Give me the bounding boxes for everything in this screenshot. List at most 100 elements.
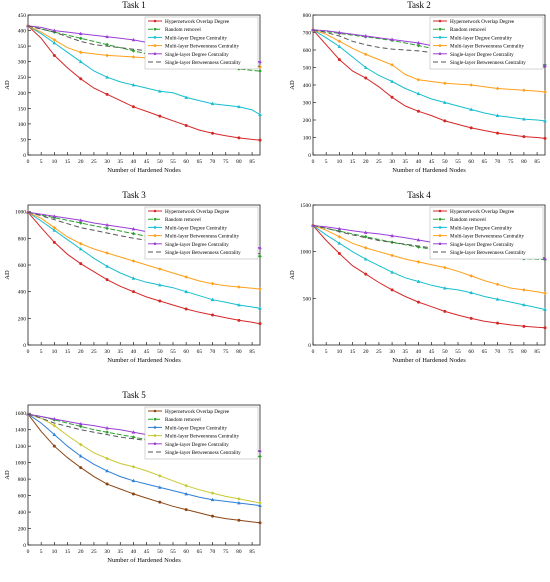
legend-label-3: Multi-layer Degree Centrality xyxy=(165,35,227,41)
series-line-3 xyxy=(27,211,261,309)
x-tick-label: 70 xyxy=(495,349,501,355)
legend-label-2: Random removel xyxy=(450,27,486,33)
data-point xyxy=(496,321,500,325)
data-point xyxy=(543,63,547,68)
data-point xyxy=(363,246,368,250)
legend-marker xyxy=(438,217,442,221)
y-tick-label: 0 xyxy=(23,153,26,159)
x-tick-label: 35 xyxy=(118,159,124,165)
legend-marker xyxy=(153,434,157,437)
data-point xyxy=(543,291,547,295)
series-line-4 xyxy=(312,29,546,93)
legend-label-6: Single-layer Betweenness Centrality xyxy=(450,250,526,256)
data-point xyxy=(158,114,162,118)
data-point xyxy=(496,131,500,135)
data-point xyxy=(237,497,241,501)
data-point xyxy=(79,262,83,266)
x-tick-label: 25 xyxy=(376,159,382,165)
legend-marker xyxy=(438,36,442,39)
data-point xyxy=(78,241,83,246)
y-tick-label: 450 xyxy=(18,13,27,19)
data-point xyxy=(337,234,342,239)
legend-marker xyxy=(153,426,157,429)
data-point xyxy=(52,41,57,45)
x-tick-label: 75 xyxy=(223,159,229,165)
data-point xyxy=(78,50,83,55)
data-point xyxy=(52,38,57,42)
data-point xyxy=(131,231,136,236)
x-tick-label: 60 xyxy=(183,349,189,355)
data-point xyxy=(258,287,262,291)
legend-marker xyxy=(153,409,157,413)
chart-title: Task 5 xyxy=(122,390,146,400)
x-tick-label: 55 xyxy=(455,349,461,355)
chart-task-1: Task 1 0 50 100 150 200 250 300 350 400 450 0 5 10 15 2… xyxy=(4,0,262,174)
data-point xyxy=(522,135,526,139)
series-line-1 xyxy=(312,29,546,139)
data-point xyxy=(131,430,136,434)
data-point xyxy=(79,466,83,470)
data-point xyxy=(258,69,262,73)
chart-task-2: Task 2 0 100 200 300 400 500 600 700 800 0 5 10 15 20 2… xyxy=(289,0,547,174)
data-point xyxy=(105,226,109,231)
data-point xyxy=(363,52,368,57)
legend-label-4: Multi-layer Betweenness Centrality xyxy=(450,44,524,50)
data-point xyxy=(258,521,262,525)
data-point xyxy=(258,112,262,116)
x-tick-label: 40 xyxy=(131,159,137,165)
data-point xyxy=(416,109,420,113)
y-tick-label: 350 xyxy=(18,44,27,50)
legend-marker xyxy=(438,234,442,237)
data-point xyxy=(184,123,188,127)
legend-label-4: Multi-layer Betweenness Centrality xyxy=(165,434,239,440)
data-point xyxy=(105,430,109,434)
x-tick-label: 35 xyxy=(403,159,409,165)
x-tick-label: 30 xyxy=(104,349,110,355)
x-axis-label: Number of Hardened Nodes xyxy=(107,357,181,364)
data-point xyxy=(443,119,447,123)
legend-label-5: Single-layer Degree Centrality xyxy=(165,442,229,448)
data-point xyxy=(416,41,421,45)
data-point xyxy=(131,492,135,496)
data-point xyxy=(337,44,342,48)
y-tick-label: 0 xyxy=(23,343,26,349)
x-tick-label: 80 xyxy=(236,159,242,165)
data-point xyxy=(258,454,262,459)
series-line-3 xyxy=(27,413,261,506)
data-point xyxy=(78,36,83,41)
data-point xyxy=(495,86,500,91)
series-line-3 xyxy=(312,29,546,122)
x-tick-label: 50 xyxy=(157,349,163,355)
x-tick-label: 40 xyxy=(131,349,137,355)
data-point xyxy=(105,223,109,227)
x-tick-label: 15 xyxy=(65,349,71,355)
x-tick-label: 75 xyxy=(223,549,229,555)
y-tick-label: 500 xyxy=(303,296,312,302)
legend-marker xyxy=(438,209,442,213)
legend-marker xyxy=(438,52,442,56)
legend-marker xyxy=(153,27,157,31)
x-tick-label: 0 xyxy=(312,159,315,165)
x-tick-label: 50 xyxy=(157,159,163,165)
x-tick-label: 20 xyxy=(363,159,369,165)
data-point xyxy=(363,34,368,38)
data-point xyxy=(131,259,136,263)
x-tick-label: 20 xyxy=(78,349,84,355)
chart-task-4: Task 4 0 500 1000 1500 0 5 10 15 20 25 30 35 40 45 50 55… xyxy=(289,190,547,364)
x-tick-label: 70 xyxy=(210,349,216,355)
x-tick-label: 10 xyxy=(52,159,58,165)
data-point xyxy=(543,90,547,94)
legend-label-1: Hypernetwork Overlap Degree xyxy=(165,19,230,25)
legend-box xyxy=(429,206,544,260)
legend-marker xyxy=(153,209,157,213)
x-tick-label: 85 xyxy=(249,159,255,165)
data-point xyxy=(78,421,83,426)
x-tick-label: 45 xyxy=(144,549,150,555)
data-point xyxy=(443,81,447,86)
y-tick-label: 100 xyxy=(303,136,312,142)
y-tick-label: 800 xyxy=(303,13,312,19)
data-point xyxy=(131,55,136,59)
legend-marker xyxy=(153,242,157,246)
data-point xyxy=(390,95,394,99)
legend-marker xyxy=(153,52,157,56)
